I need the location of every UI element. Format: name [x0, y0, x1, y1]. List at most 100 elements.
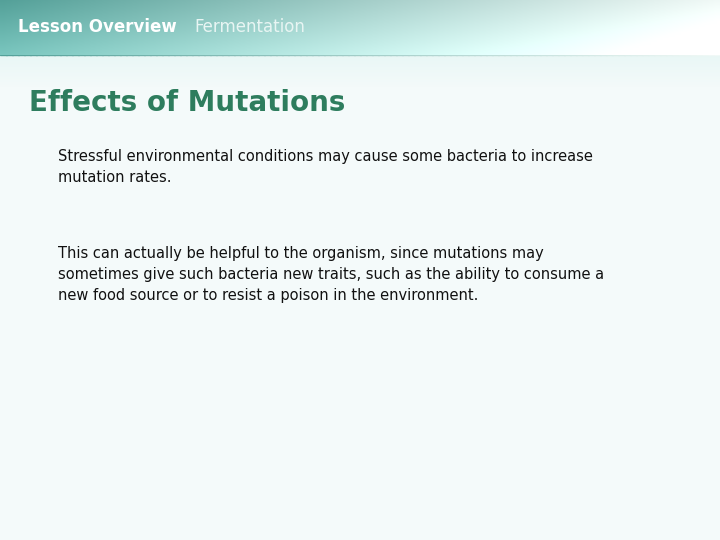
Bar	[18, 0, 24, 55]
Bar	[258, 0, 265, 55]
Bar	[78, 0, 85, 55]
Bar	[576, 0, 582, 55]
Bar	[168, 0, 175, 55]
Bar	[450, 0, 456, 55]
Bar	[120, 0, 127, 55]
Bar	[396, 0, 402, 55]
Bar	[354, 0, 361, 55]
Bar	[186, 0, 193, 55]
Bar	[348, 0, 355, 55]
Bar	[612, 0, 618, 55]
Bar	[252, 0, 258, 55]
Bar	[414, 0, 420, 55]
Bar	[624, 0, 631, 55]
Bar	[540, 0, 546, 55]
Bar	[600, 0, 607, 55]
Bar	[516, 0, 523, 55]
Bar	[630, 0, 636, 55]
Bar	[288, 0, 294, 55]
Bar	[114, 0, 121, 55]
Bar	[432, 0, 438, 55]
Bar	[204, 0, 211, 55]
Bar	[108, 0, 114, 55]
Bar	[306, 0, 312, 55]
Text: Stressful environmental conditions may cause some bacteria to increase
mutation : Stressful environmental conditions may c…	[58, 148, 593, 185]
Bar	[582, 0, 589, 55]
Bar	[456, 0, 463, 55]
Bar	[150, 0, 157, 55]
Bar	[648, 0, 654, 55]
Bar	[510, 0, 517, 55]
Bar	[372, 0, 379, 55]
Bar	[282, 0, 289, 55]
Bar	[192, 0, 199, 55]
Bar	[618, 0, 625, 55]
Bar	[360, 0, 366, 55]
Bar	[714, 0, 720, 55]
Bar	[684, 0, 690, 55]
Bar	[564, 0, 571, 55]
Bar	[216, 0, 222, 55]
Bar	[174, 0, 181, 55]
Bar	[672, 0, 679, 55]
Bar	[660, 0, 667, 55]
Bar	[642, 0, 649, 55]
Bar	[636, 0, 643, 55]
Text: Effects of Mutations: Effects of Mutations	[29, 89, 345, 117]
Bar	[702, 0, 708, 55]
Bar	[162, 0, 168, 55]
Bar	[504, 0, 510, 55]
Text: This can actually be helpful to the organism, since mutations may
sometimes give: This can actually be helpful to the orga…	[58, 246, 604, 303]
Bar	[330, 0, 337, 55]
Bar	[90, 0, 96, 55]
Bar	[420, 0, 427, 55]
Bar	[156, 0, 163, 55]
Bar	[558, 0, 564, 55]
Bar	[528, 0, 535, 55]
Bar	[690, 0, 697, 55]
Bar	[390, 0, 397, 55]
Bar	[228, 0, 235, 55]
Bar	[48, 0, 55, 55]
Bar	[180, 0, 186, 55]
Bar	[294, 0, 301, 55]
Bar	[264, 0, 271, 55]
Bar	[300, 0, 307, 55]
Bar	[222, 0, 229, 55]
Bar	[276, 0, 283, 55]
Bar	[486, 0, 492, 55]
Bar	[60, 0, 67, 55]
Bar	[0, 0, 6, 55]
Bar	[588, 0, 595, 55]
Bar	[546, 0, 553, 55]
Bar	[66, 0, 73, 55]
Bar	[402, 0, 409, 55]
Bar	[30, 0, 37, 55]
Bar	[240, 0, 247, 55]
Bar	[144, 0, 150, 55]
Bar	[126, 0, 132, 55]
Bar	[72, 0, 78, 55]
Bar	[438, 0, 445, 55]
Bar	[246, 0, 253, 55]
Bar	[606, 0, 613, 55]
Bar	[318, 0, 325, 55]
Bar	[24, 0, 31, 55]
Bar	[666, 0, 672, 55]
Bar	[654, 0, 661, 55]
Bar	[678, 0, 685, 55]
Bar	[138, 0, 145, 55]
Bar	[234, 0, 240, 55]
Bar	[474, 0, 481, 55]
Bar	[312, 0, 319, 55]
Bar	[498, 0, 505, 55]
Bar	[324, 0, 330, 55]
Bar	[366, 0, 373, 55]
Bar	[102, 0, 109, 55]
Bar	[84, 0, 91, 55]
Bar	[12, 0, 19, 55]
Bar	[570, 0, 577, 55]
Bar	[54, 0, 60, 55]
Bar	[708, 0, 715, 55]
Bar	[210, 0, 217, 55]
